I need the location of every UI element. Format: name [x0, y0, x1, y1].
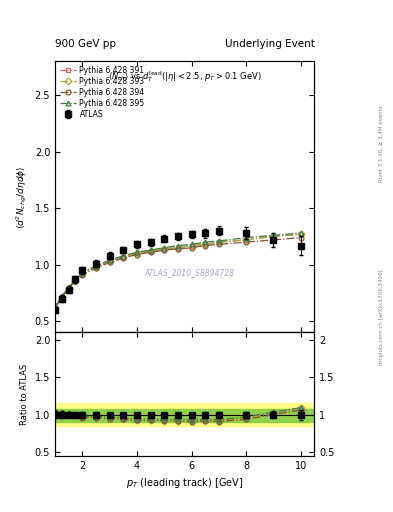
Pythia 6.428 393 [59, 294, 64, 301]
Text: 900 GeV pp: 900 GeV pp [55, 38, 116, 49]
Pythia 6.428 391 [271, 233, 276, 240]
Pythia 6.428 395 [271, 232, 276, 239]
Pythia 6.428 395 [59, 293, 64, 300]
Pythia 6.428 395 [176, 243, 180, 249]
Pythia 6.428 395 [162, 245, 167, 251]
Pythia 6.428 395 [73, 276, 78, 283]
Pythia 6.428 395 [244, 234, 248, 241]
Pythia 6.428 394 [244, 239, 248, 245]
Pythia 6.428 395 [189, 241, 194, 247]
Pythia 6.428 391 [189, 243, 194, 249]
Pythia 6.428 394 [203, 243, 208, 249]
Pythia 6.428 393 [217, 239, 221, 245]
Pythia 6.428 393 [244, 237, 248, 243]
Bar [55, 409, 314, 422]
Pythia 6.428 391 [121, 254, 126, 260]
Legend: Pythia 6.428 391, Pythia 6.428 393, Pythia 6.428 394, Pythia 6.428 395, ATLAS: Pythia 6.428 391, Pythia 6.428 393, Pyth… [59, 65, 145, 119]
Pythia 6.428 393 [73, 278, 78, 284]
Pythia 6.428 391 [176, 245, 180, 251]
Pythia 6.428 395 [148, 247, 153, 253]
Pythia 6.428 391 [73, 278, 78, 284]
Pythia 6.428 391 [94, 264, 98, 270]
Line: Pythia 6.428 393: Pythia 6.428 393 [53, 232, 303, 310]
Pythia 6.428 394 [298, 234, 303, 241]
Pythia 6.428 394 [73, 278, 78, 284]
Pythia 6.428 391 [244, 237, 248, 243]
Line: Pythia 6.428 394: Pythia 6.428 394 [53, 235, 303, 310]
Pythia 6.428 394 [80, 272, 84, 278]
Pythia 6.428 393 [107, 258, 112, 264]
Y-axis label: $\langle d^2 N_{chg}/d\eta d\phi\rangle$: $\langle d^2 N_{chg}/d\eta d\phi\rangle$ [15, 165, 29, 229]
Pythia 6.428 393 [80, 271, 84, 277]
Pythia 6.428 394 [176, 246, 180, 252]
Pythia 6.428 394 [59, 294, 64, 301]
Pythia 6.428 393 [189, 243, 194, 249]
Pythia 6.428 391 [107, 258, 112, 264]
Pythia 6.428 395 [94, 263, 98, 269]
Pythia 6.428 394 [134, 251, 139, 258]
Pythia 6.428 391 [59, 294, 64, 301]
Pythia 6.428 393 [203, 241, 208, 247]
Pythia 6.428 391 [217, 239, 221, 245]
Pythia 6.428 391 [203, 241, 208, 247]
Pythia 6.428 394 [162, 247, 167, 253]
Pythia 6.428 395 [298, 230, 303, 236]
Pythia 6.428 394 [53, 305, 57, 311]
Pythia 6.428 393 [176, 245, 180, 251]
Pythia 6.428 395 [134, 249, 139, 255]
X-axis label: $p_T$ (leading track) [GeV]: $p_T$ (leading track) [GeV] [126, 476, 243, 490]
Pythia 6.428 394 [121, 255, 126, 261]
Text: Rivet 3.1.10, ≥ 3.4M events: Rivet 3.1.10, ≥ 3.4M events [379, 105, 384, 182]
Text: $\langle N_{ch}\rangle$ vs $d_T^{\rm lead}$($|\eta| < 2.5$, $p_T > 0.1$ GeV): $\langle N_{ch}\rangle$ vs $d_T^{\rm lea… [108, 70, 262, 84]
Pythia 6.428 395 [66, 284, 71, 290]
Pythia 6.428 395 [121, 252, 126, 259]
Pythia 6.428 393 [121, 254, 126, 260]
Pythia 6.428 395 [217, 238, 221, 244]
Pythia 6.428 394 [66, 285, 71, 291]
Pythia 6.428 395 [80, 269, 84, 275]
Pythia 6.428 393 [53, 305, 57, 311]
Pythia 6.428 394 [107, 260, 112, 266]
Pythia 6.428 391 [148, 248, 153, 254]
Pythia 6.428 391 [298, 231, 303, 237]
Pythia 6.428 393 [271, 233, 276, 240]
Pythia 6.428 395 [107, 257, 112, 263]
Pythia 6.428 393 [298, 231, 303, 237]
Pythia 6.428 391 [134, 250, 139, 257]
Text: mcplots.cern.ch [arXiv:1306.3436]: mcplots.cern.ch [arXiv:1306.3436] [379, 270, 384, 365]
Pythia 6.428 394 [94, 265, 98, 271]
Line: Pythia 6.428 391: Pythia 6.428 391 [53, 232, 303, 310]
Pythia 6.428 394 [148, 249, 153, 255]
Pythia 6.428 393 [134, 250, 139, 257]
Text: Underlying Event: Underlying Event [224, 38, 314, 49]
Bar [55, 403, 314, 426]
Pythia 6.428 391 [66, 285, 71, 291]
Line: Pythia 6.428 395: Pythia 6.428 395 [53, 231, 303, 309]
Pythia 6.428 393 [94, 264, 98, 270]
Pythia 6.428 395 [53, 304, 57, 310]
Pythia 6.428 393 [66, 285, 71, 291]
Pythia 6.428 391 [80, 271, 84, 277]
Y-axis label: Ratio to ATLAS: Ratio to ATLAS [20, 364, 29, 425]
Pythia 6.428 394 [217, 241, 221, 247]
Pythia 6.428 395 [203, 239, 208, 245]
Pythia 6.428 394 [189, 245, 194, 251]
Pythia 6.428 393 [162, 246, 167, 252]
Pythia 6.428 391 [53, 305, 57, 311]
Pythia 6.428 391 [162, 246, 167, 252]
Text: ATLAS_2010_S8894728: ATLAS_2010_S8894728 [145, 268, 235, 278]
Pythia 6.428 394 [271, 237, 276, 243]
Pythia 6.428 393 [148, 248, 153, 254]
